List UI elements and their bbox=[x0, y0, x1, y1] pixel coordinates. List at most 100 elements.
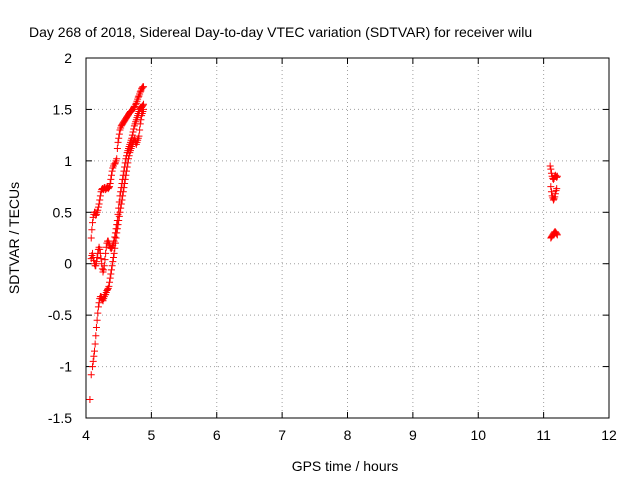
data-point bbox=[106, 183, 114, 191]
data-point bbox=[547, 188, 555, 196]
x-axis-label: GPS time / hours bbox=[292, 458, 399, 474]
data-point bbox=[108, 262, 116, 270]
data-point bbox=[94, 203, 102, 211]
x-tick-label: 8 bbox=[344, 427, 352, 443]
data-point bbox=[115, 134, 123, 142]
data-point bbox=[136, 126, 144, 134]
data-point bbox=[551, 193, 559, 201]
data-point bbox=[92, 323, 100, 331]
series-track-d bbox=[546, 162, 561, 183]
data-point bbox=[113, 225, 121, 233]
data-point bbox=[547, 183, 555, 191]
data-point bbox=[135, 132, 143, 140]
data-point bbox=[115, 130, 123, 138]
data-point bbox=[119, 188, 127, 196]
y-tick-label: 1.5 bbox=[53, 101, 73, 117]
data-point bbox=[551, 190, 559, 198]
data-point bbox=[113, 155, 121, 163]
series-track-b bbox=[87, 100, 148, 276]
data-point bbox=[120, 184, 128, 192]
y-tick-label: 2 bbox=[64, 50, 72, 66]
data-point bbox=[92, 211, 100, 219]
data-point bbox=[547, 165, 555, 173]
data-point bbox=[110, 249, 118, 257]
data-point bbox=[90, 347, 98, 355]
data-point bbox=[96, 196, 104, 204]
data-point bbox=[129, 128, 137, 136]
data-point bbox=[96, 245, 104, 253]
data-point bbox=[546, 162, 554, 170]
plot-frame bbox=[85, 57, 610, 419]
data-point bbox=[89, 363, 97, 371]
data-point bbox=[106, 179, 114, 187]
data-point bbox=[553, 185, 561, 193]
data-point bbox=[115, 217, 123, 225]
data-point bbox=[125, 152, 133, 160]
data-point bbox=[105, 184, 113, 192]
data-point bbox=[136, 120, 144, 128]
data-point bbox=[123, 167, 131, 175]
data-point bbox=[104, 285, 112, 293]
data-point bbox=[553, 173, 561, 181]
data-point bbox=[117, 204, 125, 212]
data-point bbox=[124, 159, 132, 167]
data-point bbox=[116, 208, 124, 216]
x-tick-label: 12 bbox=[601, 427, 617, 443]
data-point bbox=[107, 175, 115, 183]
data-point bbox=[136, 88, 144, 96]
data-point bbox=[89, 219, 97, 227]
data-point bbox=[92, 332, 100, 340]
data-point bbox=[88, 226, 96, 234]
data-point bbox=[107, 171, 115, 179]
data-point bbox=[113, 229, 121, 237]
data-point bbox=[111, 239, 119, 247]
data-point bbox=[106, 274, 114, 282]
data-point bbox=[138, 84, 146, 92]
data-point bbox=[117, 200, 125, 208]
data-point bbox=[91, 340, 99, 348]
data-point bbox=[87, 371, 95, 379]
data-point bbox=[121, 179, 129, 187]
data-point bbox=[100, 266, 108, 274]
data-point bbox=[102, 249, 110, 257]
data-point bbox=[94, 206, 102, 214]
data-point bbox=[111, 244, 119, 252]
chart-title: Day 268 of 2018, Sidereal Day-to-day VTE… bbox=[29, 24, 532, 40]
data-point bbox=[140, 83, 148, 91]
data-point bbox=[97, 255, 105, 263]
data-point bbox=[139, 101, 147, 109]
data-point bbox=[134, 93, 142, 101]
data-point bbox=[100, 262, 108, 270]
data-point bbox=[121, 175, 129, 183]
data-point bbox=[92, 258, 100, 266]
data-point bbox=[124, 155, 132, 163]
data-point bbox=[109, 254, 117, 262]
data-point bbox=[130, 125, 138, 133]
x-tick-label: 10 bbox=[470, 427, 486, 443]
y-tick-label: 0 bbox=[64, 256, 72, 272]
data-point bbox=[122, 171, 130, 179]
data-point bbox=[109, 258, 117, 266]
series-track-f bbox=[547, 228, 561, 242]
data-point bbox=[547, 169, 555, 177]
data-point bbox=[94, 309, 102, 317]
data-point bbox=[553, 172, 561, 180]
data-point bbox=[140, 105, 148, 113]
y-tick-label: -0.5 bbox=[48, 307, 72, 323]
data-point bbox=[119, 192, 127, 200]
data-point bbox=[107, 266, 115, 274]
y-axis-label: SDTVAR / TECUs bbox=[6, 182, 22, 294]
data-point bbox=[553, 231, 561, 239]
x-tick-label: 9 bbox=[409, 427, 417, 443]
data-point bbox=[114, 138, 122, 146]
series-track-a bbox=[87, 83, 148, 242]
data-point bbox=[108, 167, 116, 175]
data-point bbox=[96, 192, 104, 200]
y-tick-label: 1 bbox=[64, 153, 72, 169]
grid-lines bbox=[86, 58, 609, 418]
data-point bbox=[89, 357, 97, 365]
x-tick-label: 11 bbox=[536, 427, 551, 443]
data-point bbox=[93, 254, 101, 262]
